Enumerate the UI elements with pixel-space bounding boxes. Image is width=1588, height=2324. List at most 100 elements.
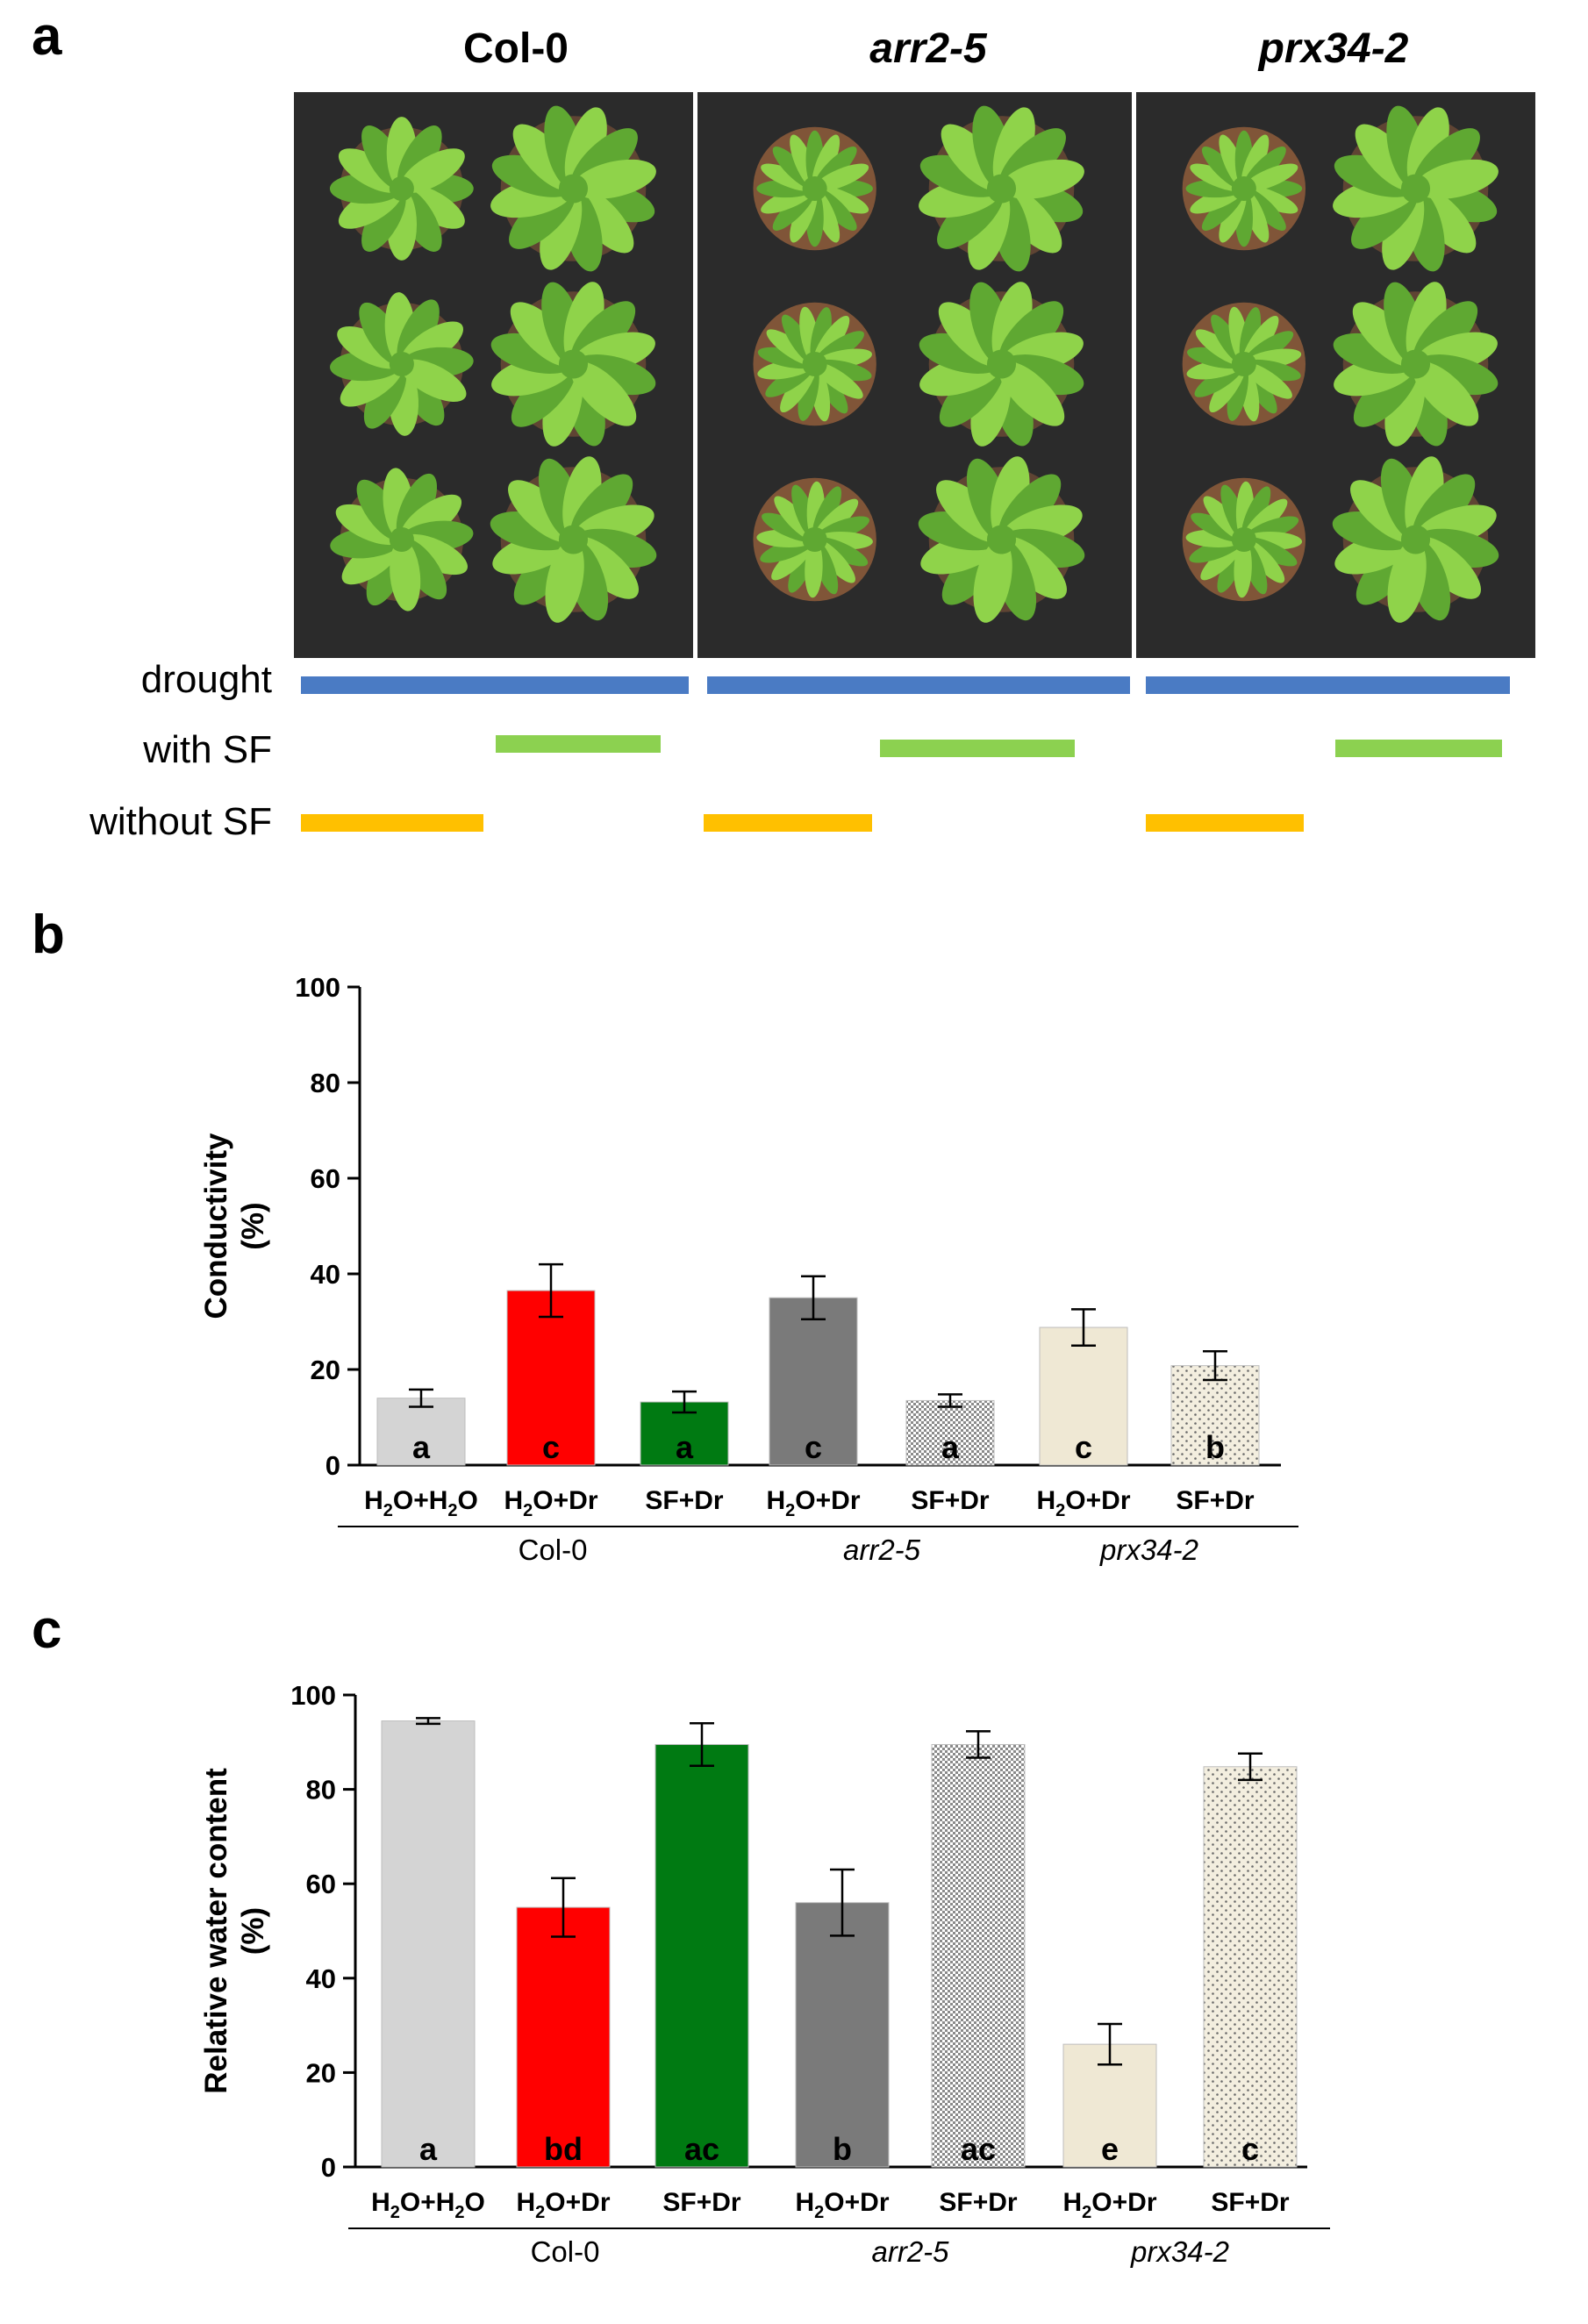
x-tick-label: H2O+Dr	[1037, 1486, 1131, 1520]
condition-label-without-sf: without SF	[89, 800, 272, 843]
significance-letter: ac	[961, 2131, 996, 2167]
bar	[1170, 1365, 1260, 1466]
y-axis-unit: (%)	[236, 1202, 270, 1249]
bar	[769, 1297, 858, 1466]
panel-b-letter: b	[32, 905, 65, 965]
y-tick-label: 100	[290, 1680, 336, 1711]
y-axis-unit: (%)	[236, 1907, 270, 1955]
y-tick-label: 0	[321, 2152, 336, 2183]
x-tick-label: H2O+Dr	[517, 2188, 611, 2222]
bar	[1039, 1326, 1128, 1466]
plant-rosette	[490, 456, 657, 623]
with-sf-bar-arr2-5	[880, 740, 1075, 757]
significance-letter: a	[941, 1429, 960, 1465]
genotype-title-prx34-2: prx34-2	[1258, 25, 1409, 72]
y-axis-label: Relative water content	[199, 1768, 233, 2094]
x-tick-label: H2O+Dr	[767, 1486, 861, 1520]
bar	[516, 1906, 611, 2168]
with-sf-bar-prx34-2	[1335, 740, 1502, 757]
bar	[905, 1399, 995, 1466]
significance-letter: ac	[684, 2131, 719, 2167]
condition-label-with-sf: with SF	[143, 728, 272, 771]
significance-letter: c	[1241, 2131, 1259, 2167]
group-label: Col-0	[531, 2235, 600, 2268]
x-tick-label: H2O+H2O	[364, 1486, 478, 1520]
plant-rosette	[753, 126, 876, 251]
plant-rosette	[753, 477, 876, 602]
y-tick-label: 80	[306, 1775, 336, 1806]
significance-letter: a	[676, 1429, 694, 1465]
group-label: prx34-2	[1130, 2235, 1229, 2268]
bar	[381, 1720, 476, 2168]
y-tick-label: 40	[306, 1963, 336, 1994]
panel-a-letter: a	[32, 6, 62, 67]
bar	[376, 1398, 466, 1466]
significance-letter: bd	[544, 2131, 583, 2167]
plant-rosette	[490, 105, 656, 272]
bar	[795, 1902, 890, 2168]
plant-rosette	[1333, 282, 1499, 447]
significance-letter: a	[419, 2131, 438, 2167]
significance-letter: e	[1101, 2131, 1119, 2167]
x-tick-label: SF+Dr	[1211, 2188, 1290, 2217]
plant-rosette	[490, 282, 656, 447]
panel-c-letter: c	[32, 1599, 62, 1660]
without-sf-bar-arr2-5	[704, 814, 872, 832]
without-sf-bar-col0	[301, 814, 483, 832]
group-label: arr2-5	[871, 2235, 949, 2268]
group-label: prx34-2	[1099, 1534, 1198, 1566]
bar	[506, 1290, 596, 1466]
x-tick-label: SF+Dr	[939, 2188, 1018, 2217]
bar	[1203, 1766, 1298, 2168]
plant-rosette	[1182, 126, 1306, 251]
x-tick-label: SF+Dr	[645, 1486, 724, 1515]
genotype-title-arr2-5: arr2-5	[869, 25, 987, 72]
plant-rosette	[1182, 302, 1306, 426]
genotype-title-col0: Col-0	[463, 25, 569, 72]
plant-rosette	[753, 302, 876, 426]
significance-letter: c	[805, 1429, 822, 1465]
y-tick-label: 100	[295, 972, 340, 1003]
x-tick-label: H2O+Dr	[1063, 2188, 1157, 2222]
y-tick-label: 60	[311, 1163, 340, 1194]
plant-rosette	[1182, 477, 1306, 602]
without-sf-bar-prx34-2	[1146, 814, 1304, 832]
with-sf-bar-col0	[496, 735, 661, 753]
plant-rosette	[918, 456, 1085, 623]
significance-letter: b	[833, 2131, 852, 2167]
plant-rosette	[330, 292, 474, 436]
plant-rosette	[329, 117, 474, 261]
significance-letter: c	[1075, 1429, 1092, 1465]
significance-letter: c	[542, 1429, 560, 1465]
bar	[931, 1743, 1026, 2168]
y-tick-label: 80	[311, 1068, 340, 1098]
drought-bar-prx34-2	[1146, 676, 1510, 694]
x-tick-label: SF+Dr	[1176, 1486, 1255, 1515]
y-tick-label: 40	[311, 1259, 340, 1290]
drought-bar-col0	[301, 676, 689, 694]
plant-rosette	[919, 105, 1084, 272]
condition-label-drought: drought	[140, 658, 272, 701]
x-tick-label: H2O+Dr	[504, 1486, 598, 1520]
plant-rosette	[1333, 105, 1499, 272]
bar	[655, 1743, 749, 2168]
relative-water-content-chart: 0 20 40 60 80 100 Relative water content (%) a H2…	[199, 1680, 1330, 2268]
significance-letter: b	[1205, 1429, 1225, 1465]
group-label: arr2-5	[843, 1534, 921, 1566]
y-axis-label: Conductivity	[199, 1133, 233, 1319]
y-tick-label: 0	[325, 1450, 340, 1481]
x-tick-label: SF+Dr	[911, 1486, 990, 1515]
x-tick-label: SF+Dr	[662, 2188, 741, 2217]
conductivity-chart: 0 20 40 60 80 100 Conductivity (%) a H2O+H2O c H2O+…	[199, 972, 1298, 1566]
group-label: Col-0	[519, 1534, 588, 1566]
y-tick-label: 60	[306, 1869, 336, 1899]
plant-rosette	[330, 468, 474, 611]
significance-letter: a	[412, 1429, 431, 1465]
x-tick-label: H2O+H2O	[371, 2188, 485, 2222]
plant-photo-col0	[294, 92, 693, 658]
plant-rosette	[1332, 456, 1499, 623]
y-tick-label: 20	[306, 2057, 336, 2088]
drought-bar-arr2-5	[707, 676, 1130, 694]
plant-rosette	[919, 282, 1084, 447]
plant-photo-arr2-5	[697, 92, 1132, 658]
